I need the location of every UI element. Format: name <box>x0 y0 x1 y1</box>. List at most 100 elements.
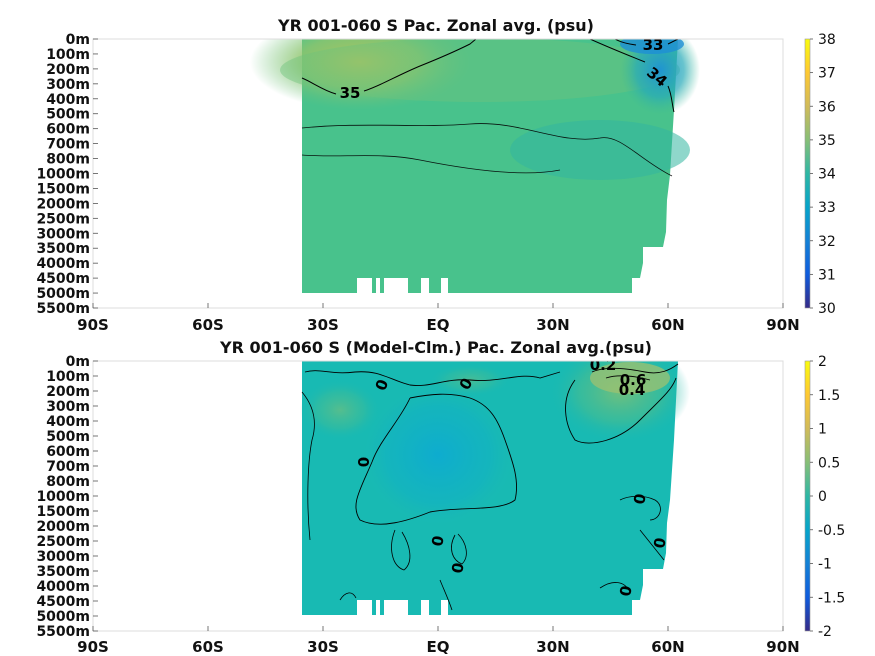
colorbar-tick-label: 36 <box>818 99 836 115</box>
x-axis: 90S 60S 30S EQ 30N 60N 90N <box>77 303 800 334</box>
subtropical-salty-core <box>250 39 470 110</box>
colorbar-tick-label: 0 <box>818 489 827 505</box>
y-tick-label: 1500m <box>36 504 90 520</box>
y-tick-label: 600m <box>46 444 90 460</box>
x-tick-label: 30S <box>307 316 339 334</box>
contour-label: 0 <box>355 457 373 467</box>
y-tick-label: 400m <box>46 414 90 430</box>
negative-anomaly-equator <box>363 385 513 525</box>
panel-title: YR 001-060 S (Model-Clm.) Pac. Zonal avg… <box>219 338 652 357</box>
y-tick-label: 4500m <box>36 271 90 287</box>
y-tick-label: 3000m <box>36 549 90 565</box>
contour-35 <box>301 39 477 95</box>
y-tick-label: 2500m <box>36 211 90 227</box>
y-tick-label: 1500m <box>36 181 90 197</box>
y-tick-label: 3500m <box>36 241 90 257</box>
y-tick-label: 500m <box>46 429 90 445</box>
colorbar-tick-label: 34 <box>818 167 836 183</box>
colorbar-tick-label: 31 <box>818 267 836 283</box>
colorbar-tick-label: -1.5 <box>818 590 845 606</box>
colorbar-tick-label: 37 <box>818 66 836 82</box>
y-tick-label: 1000m <box>36 489 90 505</box>
colorbar-tick-label: 1.5 <box>818 388 840 404</box>
contour-zero <box>565 377 677 444</box>
x-tick-label: 30N <box>536 316 569 334</box>
x-tick-label: 60N <box>651 638 684 656</box>
y-tick-label: 3500m <box>36 564 90 580</box>
salinity-panel: 35 33 34 YR 001-060 S Pac. Zonal avg. (p… <box>36 16 836 334</box>
y-tick-label: 100m <box>46 47 90 63</box>
contour-label: 0 <box>616 584 636 597</box>
y-tick-label: 700m <box>46 459 90 475</box>
contour-label: 0 <box>630 492 650 505</box>
contour-positive <box>591 363 679 381</box>
positive-anomaly-south <box>300 380 380 440</box>
contour-label: 0 <box>428 534 448 547</box>
y-tick-label: 200m <box>46 62 90 78</box>
x-tick-label: EQ <box>427 316 450 334</box>
colorbar-tick-label: 2 <box>818 354 827 370</box>
x-tick-label: 90S <box>77 316 109 334</box>
colorbar <box>804 360 811 632</box>
y-tick-label: 600m <box>46 122 90 138</box>
north-fresh-pool <box>620 39 700 115</box>
colorbar-tick-label: 30 <box>818 301 836 317</box>
y-tick-label: 5500m <box>36 624 90 640</box>
y-tick-label: 5000m <box>36 609 90 625</box>
y-tick-label: 0m <box>66 354 90 370</box>
contour-label: 0 <box>650 536 670 549</box>
y-tick-label: 700m <box>46 137 90 153</box>
contour-label: 0.2 <box>590 356 617 374</box>
x-tick-label: 60N <box>651 316 684 334</box>
y-tick-label: 300m <box>46 399 90 415</box>
x-axis: 90S 60S 30S EQ 30N 60N 90N <box>77 626 800 656</box>
y-tick-label: 1000m <box>36 167 90 183</box>
contour-label: 0.6 <box>620 371 647 389</box>
panel-title: YR 001-060 S Pac. Zonal avg. (psu) <box>277 16 594 35</box>
colorbar <box>804 38 811 309</box>
colorbar-tick-label: -0.5 <box>818 523 845 539</box>
y-tick-label: 800m <box>46 474 90 490</box>
colorbar-tick-label: 32 <box>818 234 836 250</box>
salinity-field: 35 33 34 <box>250 36 700 293</box>
x-tick-label: 90N <box>766 316 799 334</box>
x-tick-label: 30N <box>536 638 569 656</box>
colorbar-tick-label: 33 <box>818 200 836 216</box>
anomaly-field: 0.2 0.6 0.4 0 0 0 0 0 0 0 0 <box>300 356 690 615</box>
x-tick-label: 60S <box>192 638 224 656</box>
contour-label: 35 <box>340 84 361 102</box>
y-tick-label: 200m <box>46 384 90 400</box>
y-tick-label: 4000m <box>36 256 90 272</box>
contour-intermediate <box>301 123 673 177</box>
colorbar-tick-label: 0.5 <box>818 455 840 471</box>
x-tick-label: 90N <box>766 638 799 656</box>
x-tick-label: 30S <box>307 638 339 656</box>
y-tick-label: 4000m <box>36 579 90 595</box>
north-fresh-surface <box>620 39 684 54</box>
contour-zero <box>301 391 315 541</box>
x-tick-label: 60S <box>192 316 224 334</box>
colorbar-tick-label: -1 <box>818 557 832 573</box>
positive-anomaly-core <box>590 362 670 394</box>
y-tick-label: 100m <box>46 369 90 385</box>
salinity-anomaly-panel: 0.2 0.6 0.4 0 0 0 0 0 0 0 0 YR 001-060 S… <box>36 338 845 656</box>
colorbar-tick-label: 35 <box>818 133 836 149</box>
contour-zero <box>599 495 665 593</box>
contour-zero <box>304 370 561 387</box>
y-tick-label: 2000m <box>36 519 90 535</box>
y-tick-label: 800m <box>46 152 90 168</box>
colorbar-ticks: -2 -1.5 -1 -0.5 0 0.5 1 1.5 2 <box>810 354 845 640</box>
y-tick-label: 5000m <box>36 286 90 302</box>
intermediate-tongue <box>510 120 690 180</box>
y-tick-label: 400m <box>46 92 90 108</box>
contour-zero <box>391 529 467 571</box>
contour-zero <box>339 579 453 611</box>
y-tick-label: 0m <box>66 32 90 48</box>
contour-label: 33 <box>643 36 664 54</box>
colorbar-tick-label: 38 <box>818 32 836 48</box>
y-tick-label: 3000m <box>36 226 90 242</box>
y-tick-label: 2500m <box>36 534 90 550</box>
x-tick-label: 90S <box>77 638 109 656</box>
contour-label: 0.4 <box>619 381 646 399</box>
